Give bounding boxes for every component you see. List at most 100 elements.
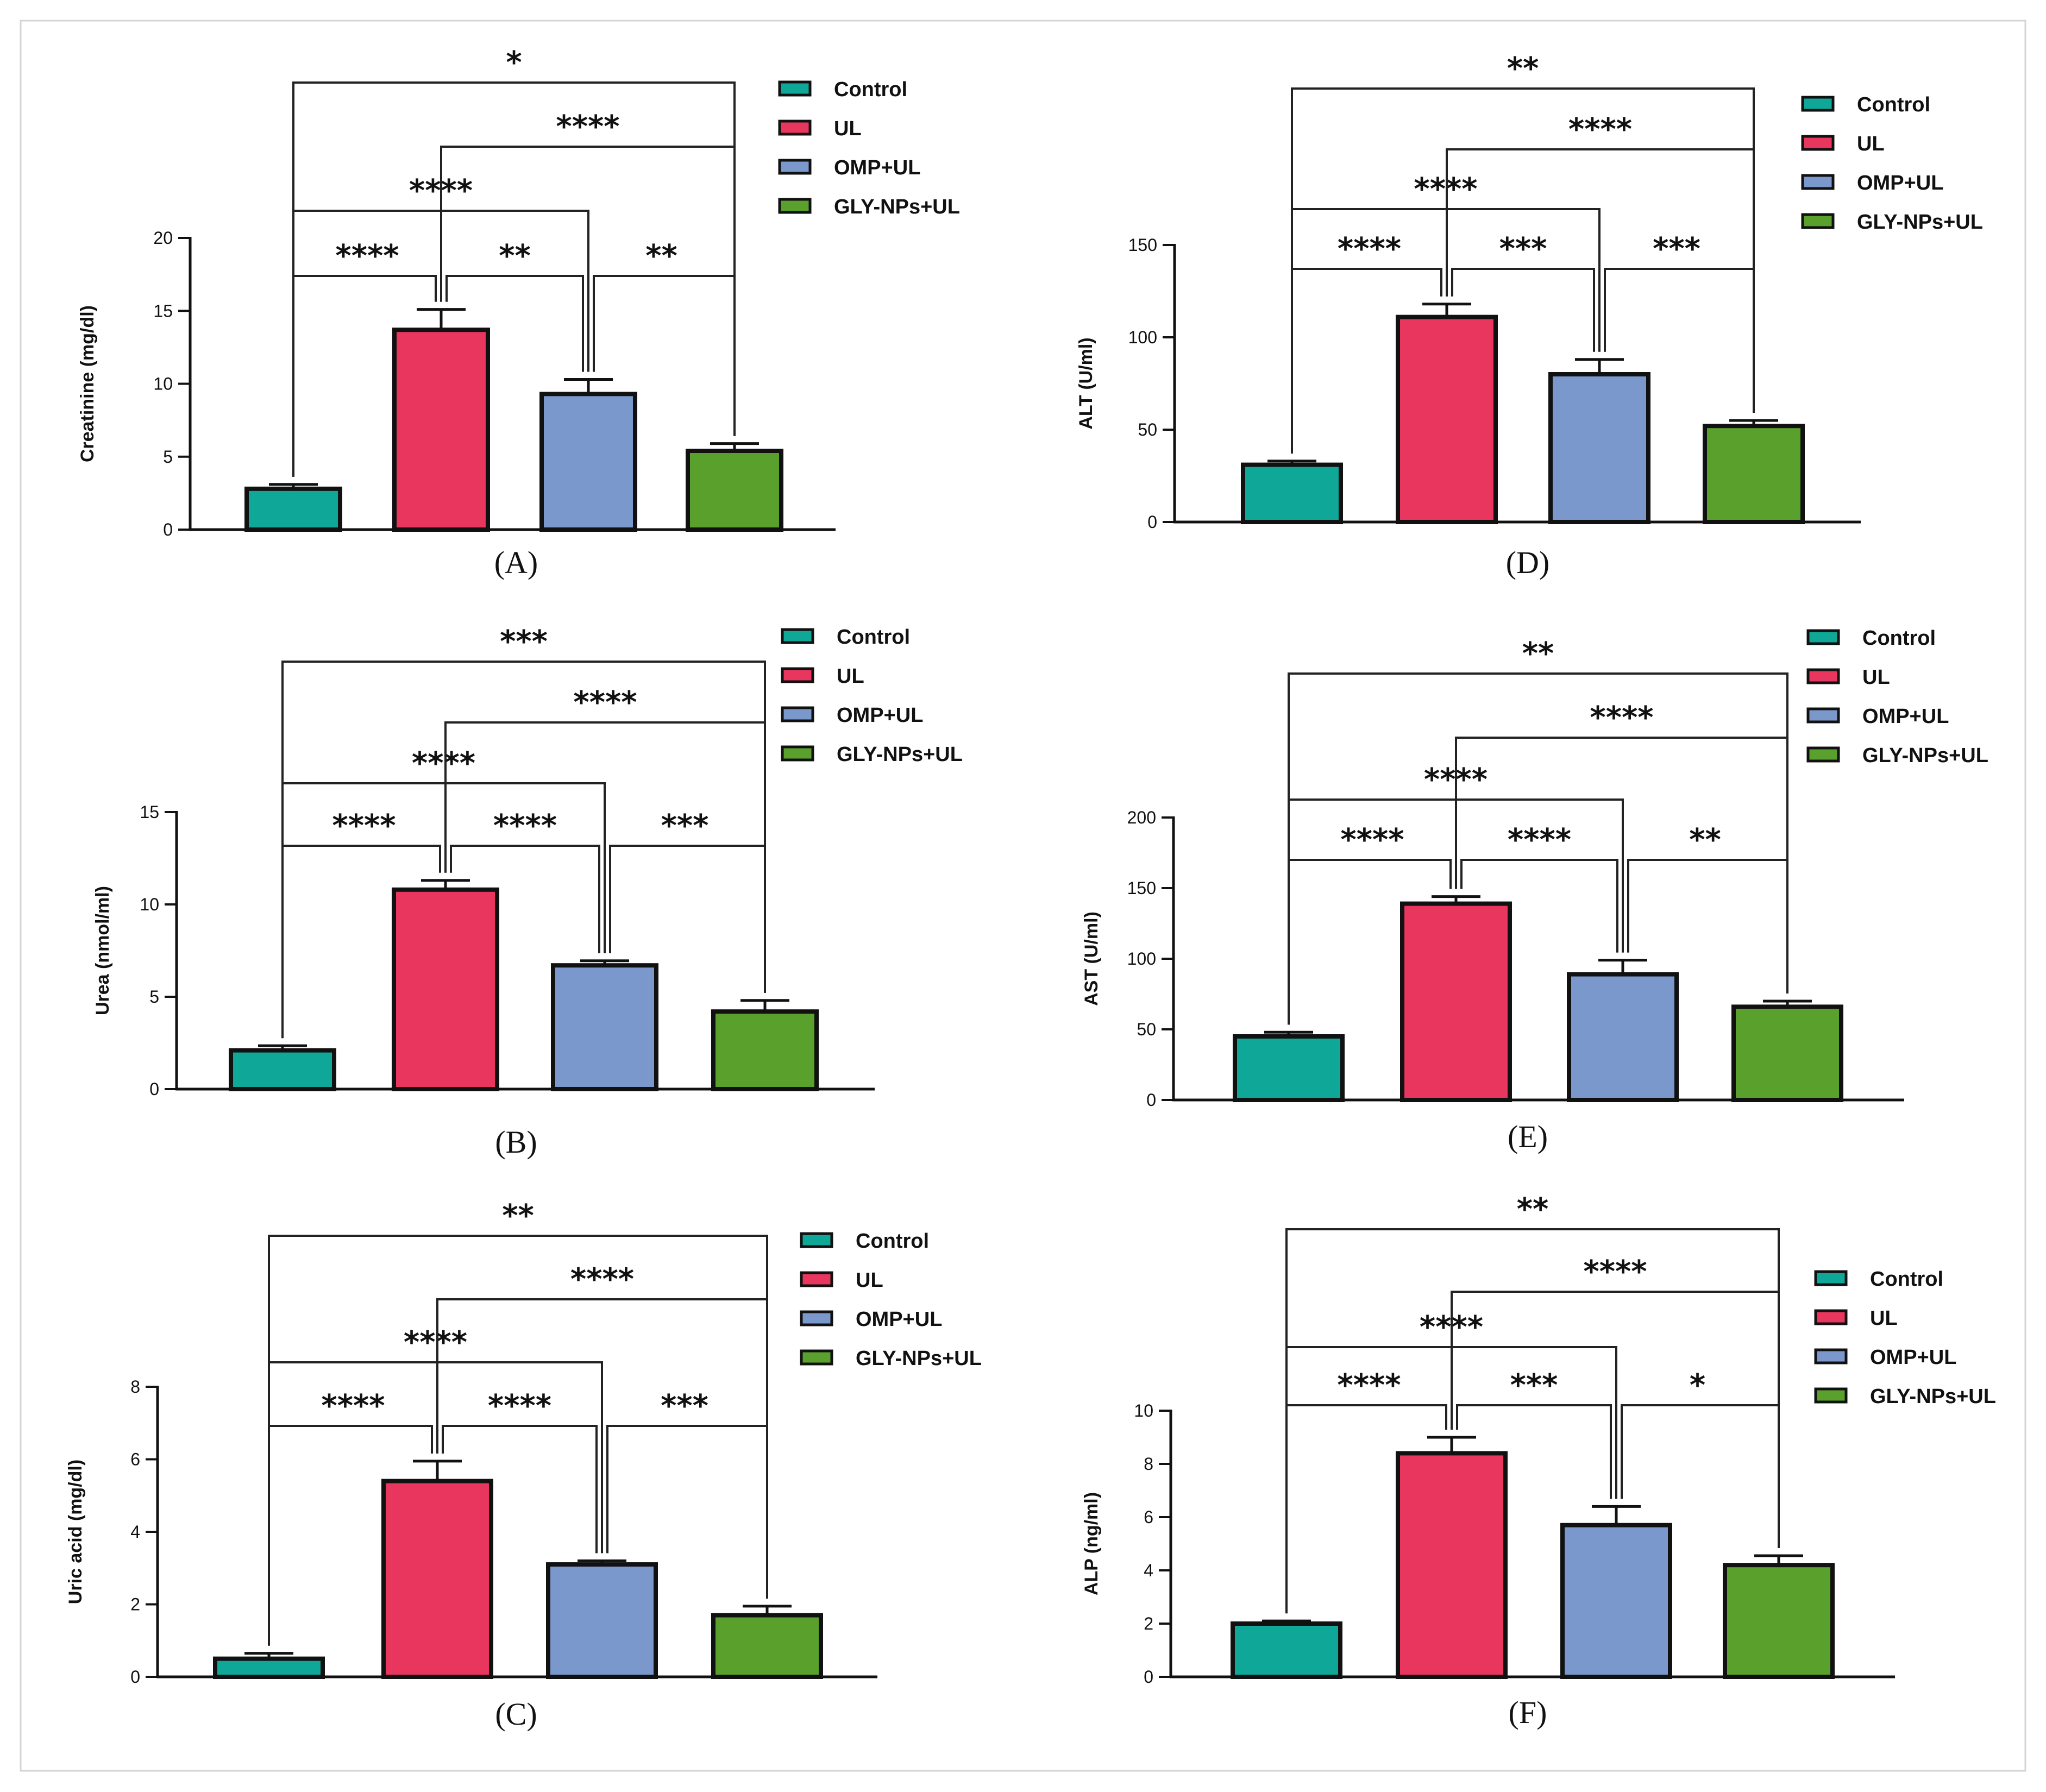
legend-swatch bbox=[1806, 707, 1840, 724]
significance-label: **** bbox=[335, 238, 399, 274]
y-tick-label: 15 bbox=[153, 301, 173, 320]
y-tick-label: 4 bbox=[1144, 1561, 1153, 1580]
y-tick-label: 0 bbox=[1147, 512, 1157, 532]
significance-bracket bbox=[1456, 1404, 1612, 1499]
bar bbox=[392, 887, 499, 1092]
significance-label: ** bbox=[499, 238, 531, 274]
legend-swatch bbox=[778, 159, 812, 175]
legend-entry: Control bbox=[834, 78, 907, 101]
significance-label: *** bbox=[1653, 231, 1700, 267]
bar bbox=[539, 392, 637, 532]
legend-swatch bbox=[781, 628, 814, 644]
y-tick-label: 200 bbox=[1127, 808, 1156, 827]
legend-entry: OMP+UL bbox=[1857, 172, 1943, 194]
legend-entry: UL bbox=[1862, 666, 1890, 689]
bar bbox=[1723, 1563, 1835, 1679]
legend-entry: UL bbox=[856, 1269, 883, 1292]
significance-label: *** bbox=[1499, 231, 1547, 267]
legend-entry: GLY-NPs+UL bbox=[834, 196, 960, 218]
significance-label: ** bbox=[1689, 822, 1721, 858]
significance-label: **** bbox=[570, 1262, 634, 1297]
significance-label: * bbox=[1690, 1368, 1705, 1403]
legend-entry: OMP+UL bbox=[856, 1308, 942, 1331]
bar bbox=[546, 1562, 658, 1679]
legend-swatch bbox=[1801, 213, 1835, 229]
y-tick-label: 4 bbox=[130, 1522, 140, 1542]
legend-entry: OMP+UL bbox=[1870, 1346, 1956, 1369]
panel-caption: (B) bbox=[495, 1124, 537, 1160]
significance-label: **** bbox=[1583, 1254, 1647, 1290]
significance-label: ** bbox=[502, 1198, 534, 1234]
y-tick-label: 150 bbox=[1127, 878, 1156, 898]
legend-entry: UL bbox=[1857, 133, 1885, 155]
bar bbox=[392, 328, 490, 532]
significance-label: **** bbox=[493, 808, 557, 844]
bar bbox=[1396, 1451, 1508, 1679]
legend-swatch bbox=[1814, 1387, 1848, 1404]
legend-swatch bbox=[1806, 746, 1840, 763]
y-tick-label: 5 bbox=[163, 447, 173, 467]
bar bbox=[1548, 372, 1650, 524]
y-tick-label: 10 bbox=[1134, 1401, 1153, 1420]
significance-bracket bbox=[268, 1235, 768, 1646]
legend-entry: GLY-NPs+UL bbox=[1870, 1385, 1996, 1408]
legend-entry: UL bbox=[837, 665, 864, 688]
y-axis-label: ALP (ng/ml) bbox=[1081, 1492, 1102, 1595]
significance-label: **** bbox=[321, 1388, 385, 1424]
legend-swatch bbox=[781, 706, 814, 722]
bar bbox=[551, 963, 658, 1091]
significance-label: ** bbox=[1507, 51, 1539, 86]
y-tick-label: 6 bbox=[1144, 1507, 1153, 1527]
panel-caption: (C) bbox=[495, 1696, 537, 1732]
significance-bracket bbox=[445, 275, 584, 372]
y-tick-label: 0 bbox=[130, 1667, 140, 1687]
y-tick-label: 6 bbox=[130, 1450, 140, 1469]
bar bbox=[213, 1656, 325, 1679]
significance-label: ** bbox=[1522, 636, 1554, 671]
panel-caption: (E) bbox=[1508, 1119, 1548, 1154]
legend-entry: GLY-NPs+UL bbox=[856, 1347, 982, 1370]
y-tick-label: 10 bbox=[140, 895, 159, 914]
significance-label: **** bbox=[332, 808, 396, 844]
significance-label: **** bbox=[488, 1388, 551, 1424]
legend-entry: UL bbox=[834, 117, 862, 140]
y-tick-label: 0 bbox=[149, 1079, 159, 1099]
bar bbox=[1396, 315, 1498, 524]
y-axis-label: ALT (U/ml) bbox=[1076, 337, 1096, 429]
legend-swatch bbox=[1814, 1348, 1848, 1365]
legend-swatch bbox=[1806, 668, 1840, 684]
significance-label: *** bbox=[500, 624, 548, 659]
bar bbox=[1731, 1004, 1843, 1103]
legend-swatch bbox=[1814, 1270, 1848, 1286]
y-tick-label: 0 bbox=[163, 520, 173, 539]
bar bbox=[1703, 424, 1805, 525]
bar bbox=[686, 449, 783, 532]
significance-label: **** bbox=[556, 109, 619, 144]
bar bbox=[1241, 462, 1343, 524]
legend-swatch bbox=[1806, 629, 1840, 645]
bar bbox=[711, 1009, 819, 1091]
legend-entry: Control bbox=[1862, 627, 1936, 650]
bar bbox=[1233, 1034, 1345, 1102]
y-axis-label: Urea (nmol/ml) bbox=[92, 886, 113, 1015]
legend-swatch bbox=[778, 80, 812, 97]
legend-entry: UL bbox=[1870, 1307, 1898, 1330]
y-axis-label: Creatinine (mg/dl) bbox=[77, 305, 98, 462]
y-tick-label: 0 bbox=[1144, 1667, 1153, 1687]
y-tick-label: 15 bbox=[140, 802, 159, 822]
significance-label: **** bbox=[404, 1325, 467, 1360]
significance-label: **** bbox=[573, 685, 637, 720]
significance-bracket bbox=[1451, 268, 1595, 352]
y-tick-label: 100 bbox=[1128, 328, 1157, 347]
bar bbox=[1560, 1523, 1672, 1679]
significance-label: ** bbox=[645, 238, 677, 274]
significance-label: **** bbox=[1508, 822, 1571, 858]
legend-swatch bbox=[800, 1310, 833, 1326]
significance-bracket bbox=[1291, 87, 1755, 454]
bar bbox=[711, 1613, 823, 1679]
y-tick-label: 10 bbox=[153, 374, 173, 394]
legend-entry: GLY-NPs+UL bbox=[1862, 744, 1988, 767]
